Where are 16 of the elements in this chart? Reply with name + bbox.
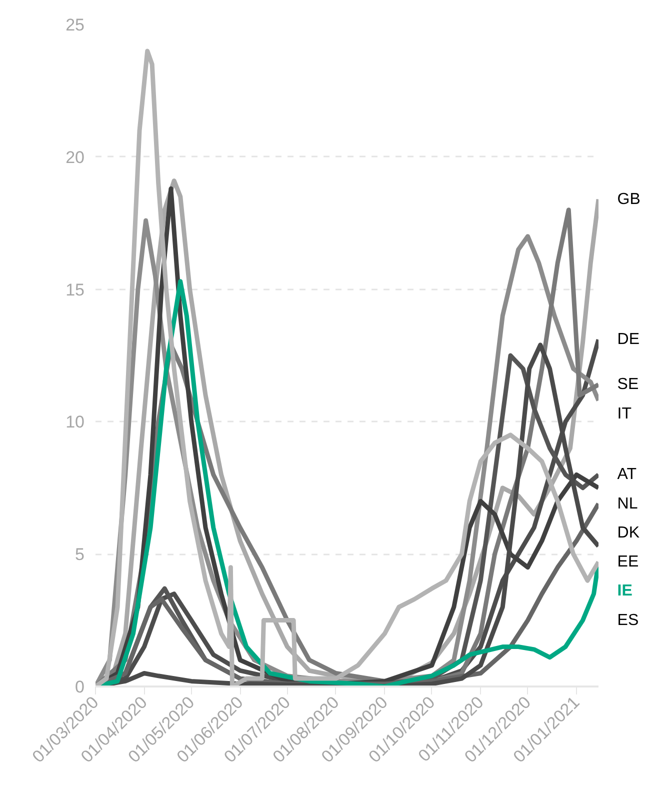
series-label: IE [617,582,633,600]
series-label: IT [617,405,632,422]
series-label: SE [617,376,639,394]
y-tick-label: 5 [75,545,85,564]
series-label: DK [617,524,640,542]
series-label: GB [617,190,640,208]
y-tick-label: 20 [66,148,85,167]
series-label: EE [617,554,639,571]
series-label: DE [617,331,640,348]
y-tick-label: 0 [75,678,85,696]
y-tick-label: 15 [66,280,85,300]
text: ES [617,612,639,629]
y-tick-label: 25 [66,16,85,34]
series-label: AT [617,466,637,484]
y-tick-label: 10 [66,412,85,432]
series-label: NL [617,495,638,512]
